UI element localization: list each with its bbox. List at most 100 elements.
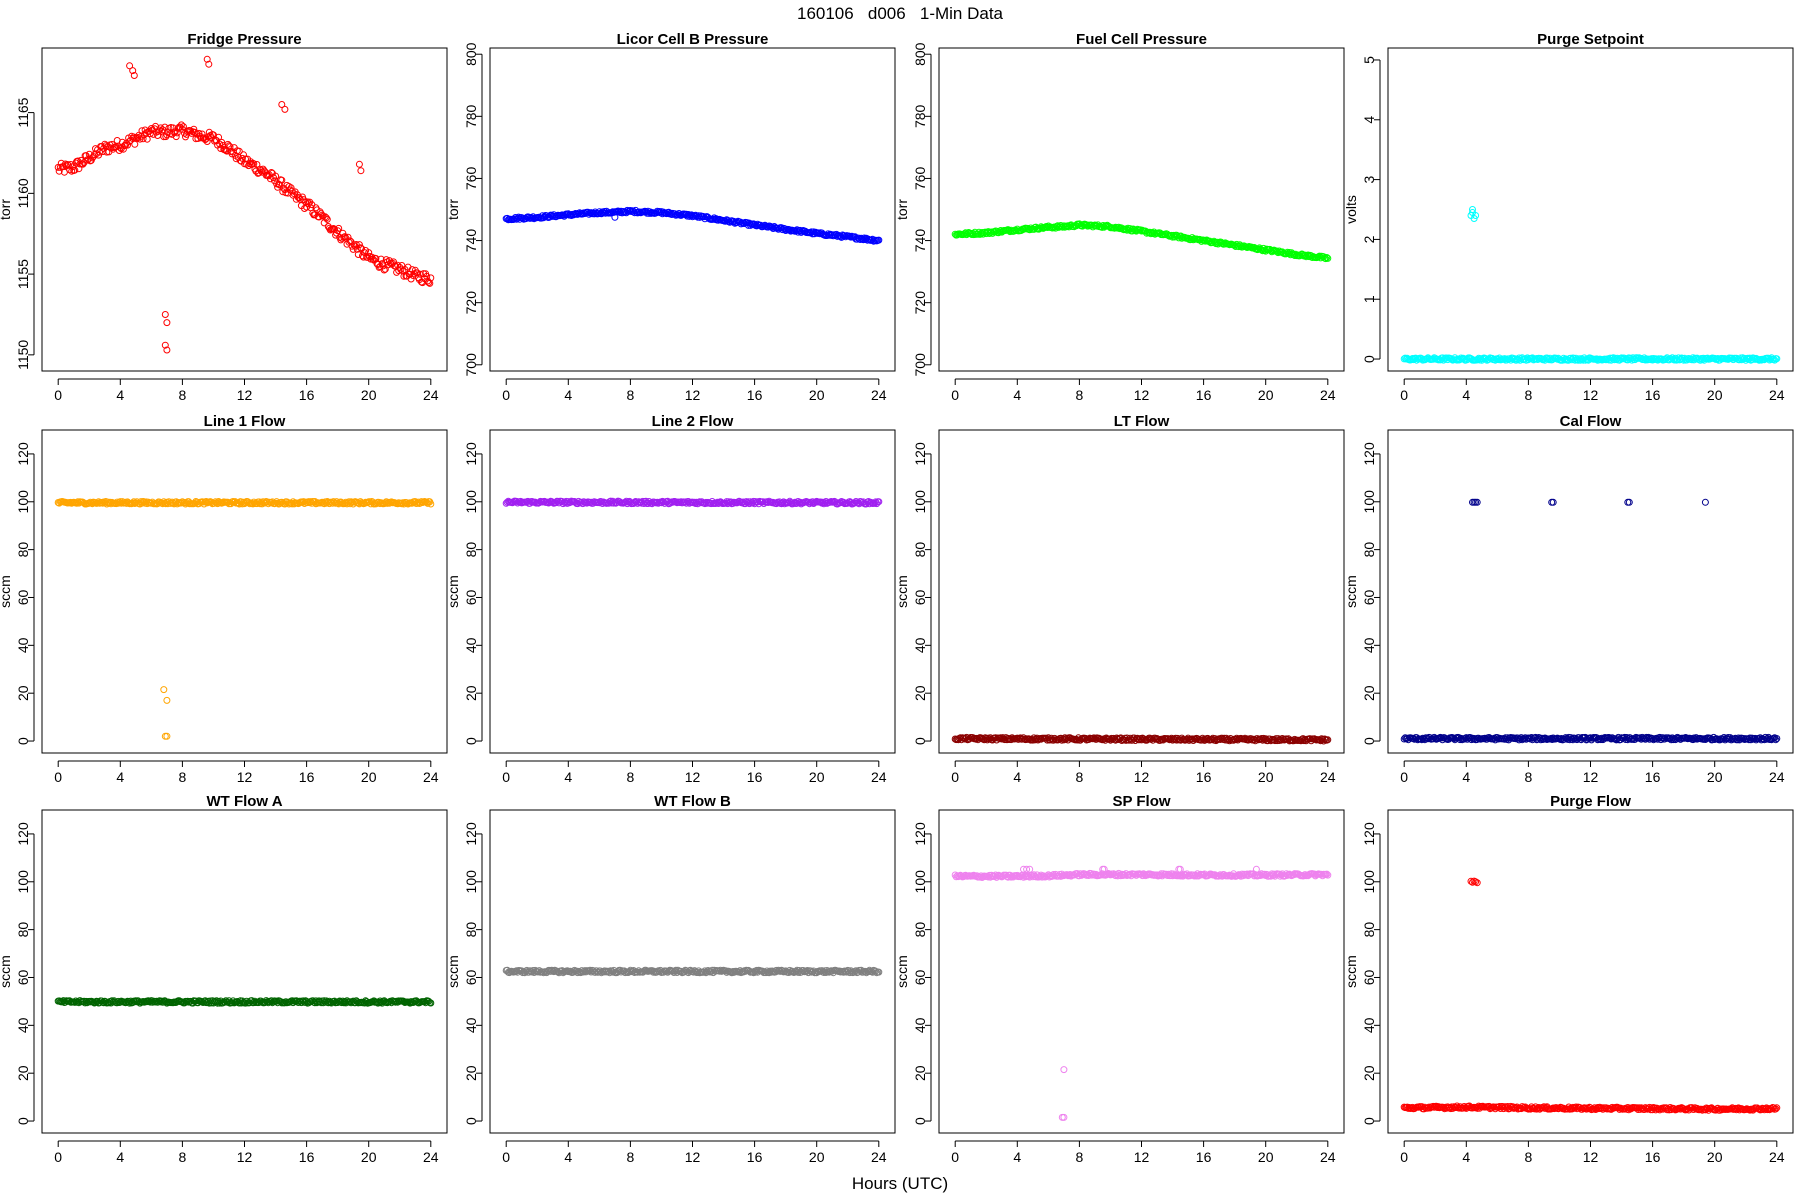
panel-title: LT Flow [1114, 413, 1170, 430]
y-tick-label: 40 [912, 637, 928, 653]
data-point [279, 188, 287, 196]
x-tick-label: 20 [1258, 387, 1274, 403]
data-point [287, 184, 295, 192]
x-tick-label: 8 [1525, 769, 1533, 785]
panel-title: Fuel Cell Pressure [1076, 31, 1207, 48]
y-tick-label: 0 [1361, 737, 1377, 745]
x-tick-label: 0 [1400, 1149, 1408, 1165]
data-point [71, 166, 79, 174]
panel-title: WT Flow A [206, 793, 282, 810]
data-point [377, 255, 385, 263]
y-tick-label: 1150 [15, 340, 31, 370]
x-tick-label: 8 [179, 769, 187, 785]
x-tick-label: 12 [685, 769, 701, 785]
data-point [323, 215, 331, 223]
data-point [198, 130, 206, 138]
plot-frame [41, 429, 448, 754]
panel-title: Purge Setpoint [1537, 31, 1644, 48]
data-point [1472, 212, 1480, 219]
data-point [1447, 355, 1455, 363]
data-point [341, 233, 349, 241]
series-points [502, 497, 883, 508]
y-tick-label: 700 [912, 353, 928, 377]
y-tick-label: 100 [463, 490, 479, 514]
series-points [951, 733, 1332, 745]
y-tick-label: 740 [912, 229, 928, 253]
y-tick-label: 60 [463, 969, 479, 985]
data-point [1297, 737, 1305, 745]
y-tick-label: 700 [463, 353, 479, 377]
series-points [54, 997, 435, 1007]
x-tick-label: 8 [627, 769, 635, 785]
data-point [702, 969, 710, 977]
data-point [1773, 1104, 1781, 1112]
y-tick-label: 0 [15, 1117, 31, 1125]
data-point [173, 129, 181, 137]
x-tick-label: 0 [951, 387, 959, 403]
x-tick-label: 20 [1707, 1149, 1723, 1165]
data-point [336, 997, 344, 1005]
data-point [1736, 736, 1743, 744]
y-tick-label: 100 [912, 490, 928, 514]
data-point [1772, 1105, 1780, 1113]
data-point [253, 161, 261, 168]
x-tick-label: 16 [299, 387, 315, 403]
y-tick-label: 20 [463, 685, 479, 701]
x-tick-label: 12 [1134, 769, 1150, 785]
data-point [281, 999, 289, 1007]
x-tick-label: 8 [1076, 387, 1084, 403]
y-tick-label: 80 [463, 542, 479, 558]
data-point [1058, 870, 1066, 878]
data-point [1605, 734, 1613, 741]
x-tick-label: 16 [299, 1149, 315, 1165]
plot-frame [1387, 809, 1794, 1134]
data-point [278, 101, 286, 108]
data-point [163, 319, 171, 327]
x-tick-label: 4 [1013, 387, 1021, 403]
data-point [875, 968, 883, 976]
x-tick-label: 12 [237, 387, 253, 403]
panel-title: Line 2 Flow [652, 413, 734, 430]
y-axis-label: sccm [894, 955, 910, 988]
x-tick-label: 0 [502, 387, 510, 403]
data-point [177, 121, 185, 129]
data-point [1515, 736, 1523, 744]
data-point [143, 135, 151, 143]
data-point [218, 138, 226, 146]
data-point [875, 498, 883, 506]
x-tick-label: 12 [1134, 1149, 1150, 1165]
y-axis-label: sccm [445, 955, 461, 988]
data-point [1426, 734, 1434, 742]
x-tick-label: 16 [1196, 1149, 1212, 1165]
data-point [416, 270, 424, 278]
data-point [823, 967, 831, 974]
y-tick-label: 720 [463, 291, 479, 315]
y-tick-label: 40 [15, 637, 31, 653]
x-tick-label: 16 [747, 1149, 763, 1165]
x-tick-label: 24 [871, 1149, 887, 1165]
y-tick-label: 3 [1361, 175, 1377, 183]
y-tick-label: 80 [1361, 922, 1377, 938]
data-point [1683, 356, 1691, 364]
data-point [1300, 872, 1308, 880]
plot-frame [938, 809, 1345, 1134]
y-tick-label: 60 [912, 969, 928, 985]
x-tick-label: 20 [1258, 1149, 1274, 1165]
data-point [1026, 865, 1034, 873]
y-tick-label: 100 [15, 870, 31, 894]
x-tick-label: 20 [809, 1149, 825, 1165]
y-axis-label: sccm [445, 575, 461, 608]
x-tick-label: 16 [1196, 387, 1212, 403]
plot-frame [489, 809, 896, 1134]
y-tick-label: 60 [912, 589, 928, 605]
data-point [82, 152, 90, 160]
x-tick-label: 24 [423, 387, 439, 403]
y-tick-label: 1165 [15, 97, 31, 127]
data-point [1456, 1103, 1464, 1111]
data-point [119, 145, 127, 153]
y-tick-label: 760 [463, 167, 479, 191]
